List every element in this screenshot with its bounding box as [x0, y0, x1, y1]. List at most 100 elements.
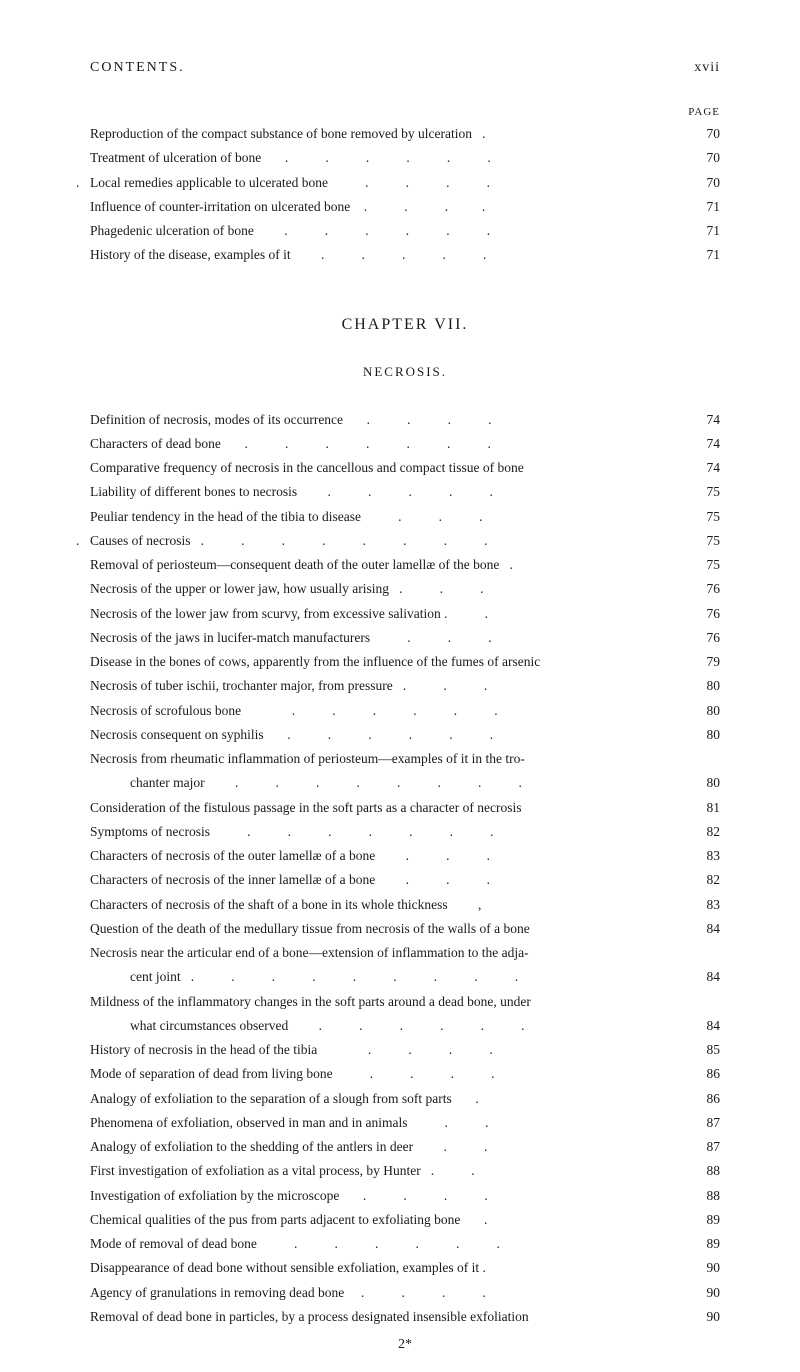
toc-entry: Chemical qualities of the pus from parts… [90, 1210, 720, 1230]
toc-entry-text: .Local remedies applicable to ulcerated … [90, 173, 490, 193]
toc-entry-page: 75 [690, 507, 720, 527]
toc-leader [488, 592, 686, 593]
toc-entry: Definition of necrosis, modes of its occ… [90, 410, 720, 430]
toc-entry-text: Chemical qualities of the pus from parts… [90, 1210, 487, 1230]
toc-entry-text: Definition of necrosis, modes of its occ… [90, 410, 492, 430]
toc-leader [517, 568, 686, 569]
toc-entry: Characters of necrosis of the inner lame… [90, 870, 720, 890]
toc-entry: Analogy of exfoliation to the separation… [90, 1089, 720, 1109]
toc-entry-text: Necrosis of the upper or lower jaw, how … [90, 579, 484, 599]
toc-entry-text: Necrosis of tuber ischii, trochanter maj… [90, 676, 487, 696]
toc-entry: Mode of removal of dead bone . . . . . .… [90, 1234, 720, 1254]
toc-leader [489, 210, 686, 211]
toc-leader [494, 883, 686, 884]
entry-prefix: . [76, 173, 90, 193]
toc-leader [497, 495, 686, 496]
toc-leader [502, 714, 686, 715]
toc-entry: Treatment of ulceration of bone . . . . … [90, 148, 720, 168]
toc-entry-text: Investigation of exfoliation by the micr… [90, 1186, 488, 1206]
toc-entry: Necrosis of the lower jaw from scurvy, f… [90, 604, 720, 624]
toc-leader [490, 1296, 686, 1297]
entry-prefix: . [76, 531, 90, 551]
toc-entry-text: Necrosis of scrofulous bone . . . . . . [90, 701, 498, 721]
toc-leader [485, 908, 686, 909]
toc-leader [493, 1126, 686, 1127]
toc-leader [479, 1174, 686, 1175]
toc-leader [522, 980, 686, 981]
toc-entry-text: Liability of different bones to necrosis… [90, 482, 493, 502]
toc-entry: Characters of necrosis of the shaft of a… [90, 895, 720, 915]
toc-entry: Disappearance of dead bone without sensi… [90, 1258, 720, 1278]
toc-entry-page: 80 [690, 676, 720, 696]
toc-entry-text: Characters of dead bone . . . . . . . [90, 434, 491, 454]
toc-leader [490, 137, 686, 138]
toc-entry-text: Comparative frequency of necrosis in the… [90, 458, 524, 478]
toc-entry-page: 76 [690, 579, 720, 599]
signature-mark: 2* [90, 1337, 720, 1353]
roman-page-number: xvii [694, 60, 720, 76]
toc-entry-text: First investigation of exfoliation as a … [90, 1161, 475, 1181]
toc-entry-text: Consideration of the fistulous passage i… [90, 798, 522, 818]
toc-entry: Influence of counter-irritation on ulcer… [90, 197, 720, 217]
toc-leader [496, 423, 686, 424]
toc-entry-text: Mode of separation of dead from living b… [90, 1064, 495, 1084]
toc-entry-page: 90 [690, 1307, 720, 1327]
toc-leader [535, 1005, 716, 1006]
main-toc-section: Definition of necrosis, modes of its occ… [90, 410, 720, 1328]
toc-entry: First investigation of exfoliation as a … [90, 1161, 720, 1181]
toc-entry-page: 83 [690, 846, 720, 866]
toc-entry: History of the disease, examples of it .… [90, 245, 720, 265]
toc-leader [492, 1199, 686, 1200]
toc-entry-page: 87 [690, 1113, 720, 1133]
toc-entry-text: Question of the death of the medullary t… [90, 919, 530, 939]
toc-leader [490, 1271, 686, 1272]
toc-leader [528, 1029, 686, 1030]
toc-entry: Peuliar tendency in the head of the tibi… [90, 507, 720, 527]
toc-entry: cent joint . . . . . . . . .84 [90, 967, 720, 987]
toc-entry-page: 84 [690, 919, 720, 939]
toc-entry-page: 81 [690, 798, 720, 818]
toc-entry-text: Agency of granulations in removing dead … [90, 1283, 486, 1303]
toc-entry-text: Characters of necrosis of the inner lame… [90, 870, 490, 890]
toc-entry: Necrosis near the articular end of a bon… [90, 943, 720, 963]
toc-entry-text: Mildness of the inflammatory changes in … [90, 992, 531, 1012]
toc-entry: Liability of different bones to necrosis… [90, 482, 720, 502]
page-header: CONTENTS. xvii [90, 60, 720, 76]
toc-entry-page: 71 [690, 221, 720, 241]
toc-entry-page: 82 [690, 822, 720, 842]
toc-entry-page: 90 [690, 1258, 720, 1278]
toc-entry-page: 75 [690, 482, 720, 502]
toc-entry-page: 86 [690, 1089, 720, 1109]
toc-entry-page: 75 [690, 531, 720, 551]
toc-entry: .Local remedies applicable to ulcerated … [90, 173, 720, 193]
toc-entry: Characters of dead bone . . . . . . .74 [90, 434, 720, 454]
chapter-title: CHAPTER VII. [90, 316, 720, 334]
toc-entry-page: 88 [690, 1186, 720, 1206]
toc-entry-page: 76 [690, 604, 720, 624]
toc-entry-text: Characters of necrosis of the shaft of a… [90, 895, 481, 915]
toc-entry-text: Disappearance of dead bone without sensi… [90, 1258, 486, 1278]
toc-entry-page: 88 [690, 1161, 720, 1181]
toc-entry: .Causes of necrosis . . . . . . . .75 [90, 531, 720, 551]
toc-leader [494, 186, 686, 187]
toc-leader [533, 1320, 686, 1321]
toc-entry-page: 80 [690, 701, 720, 721]
toc-entry: Mildness of the inflammatory changes in … [90, 992, 720, 1012]
toc-leader [526, 811, 687, 812]
toc-entry-text: Symptoms of necrosis . . . . . . . [90, 822, 494, 842]
toc-entry-text: Reproduction of the compact substance of… [90, 124, 486, 144]
page-column-label: PAGE [90, 106, 720, 118]
top-toc-section: Reproduction of the compact substance of… [90, 124, 720, 266]
toc-entry: chanter major . . . . . . . .80 [90, 773, 720, 793]
toc-leader [529, 762, 716, 763]
toc-entry: Necrosis from rheumatic inflammation of … [90, 749, 720, 769]
toc-entry-text: Necrosis consequent on syphilis . . . . … [90, 725, 493, 745]
toc-entry: Mode of separation of dead from living b… [90, 1064, 720, 1084]
toc-entry-text: Necrosis from rheumatic inflammation of … [90, 749, 525, 769]
toc-entry: Analogy of exfoliation to the shedding o… [90, 1137, 720, 1157]
toc-entry-text: Treatment of ulceration of bone . . . . … [90, 148, 491, 168]
toc-entry-page: 76 [690, 628, 720, 648]
toc-entry-text: Phenomena of exfoliation, observed in ma… [90, 1113, 489, 1133]
toc-entry-page: 84 [690, 1016, 720, 1036]
toc-entry-page: 89 [690, 1210, 720, 1230]
